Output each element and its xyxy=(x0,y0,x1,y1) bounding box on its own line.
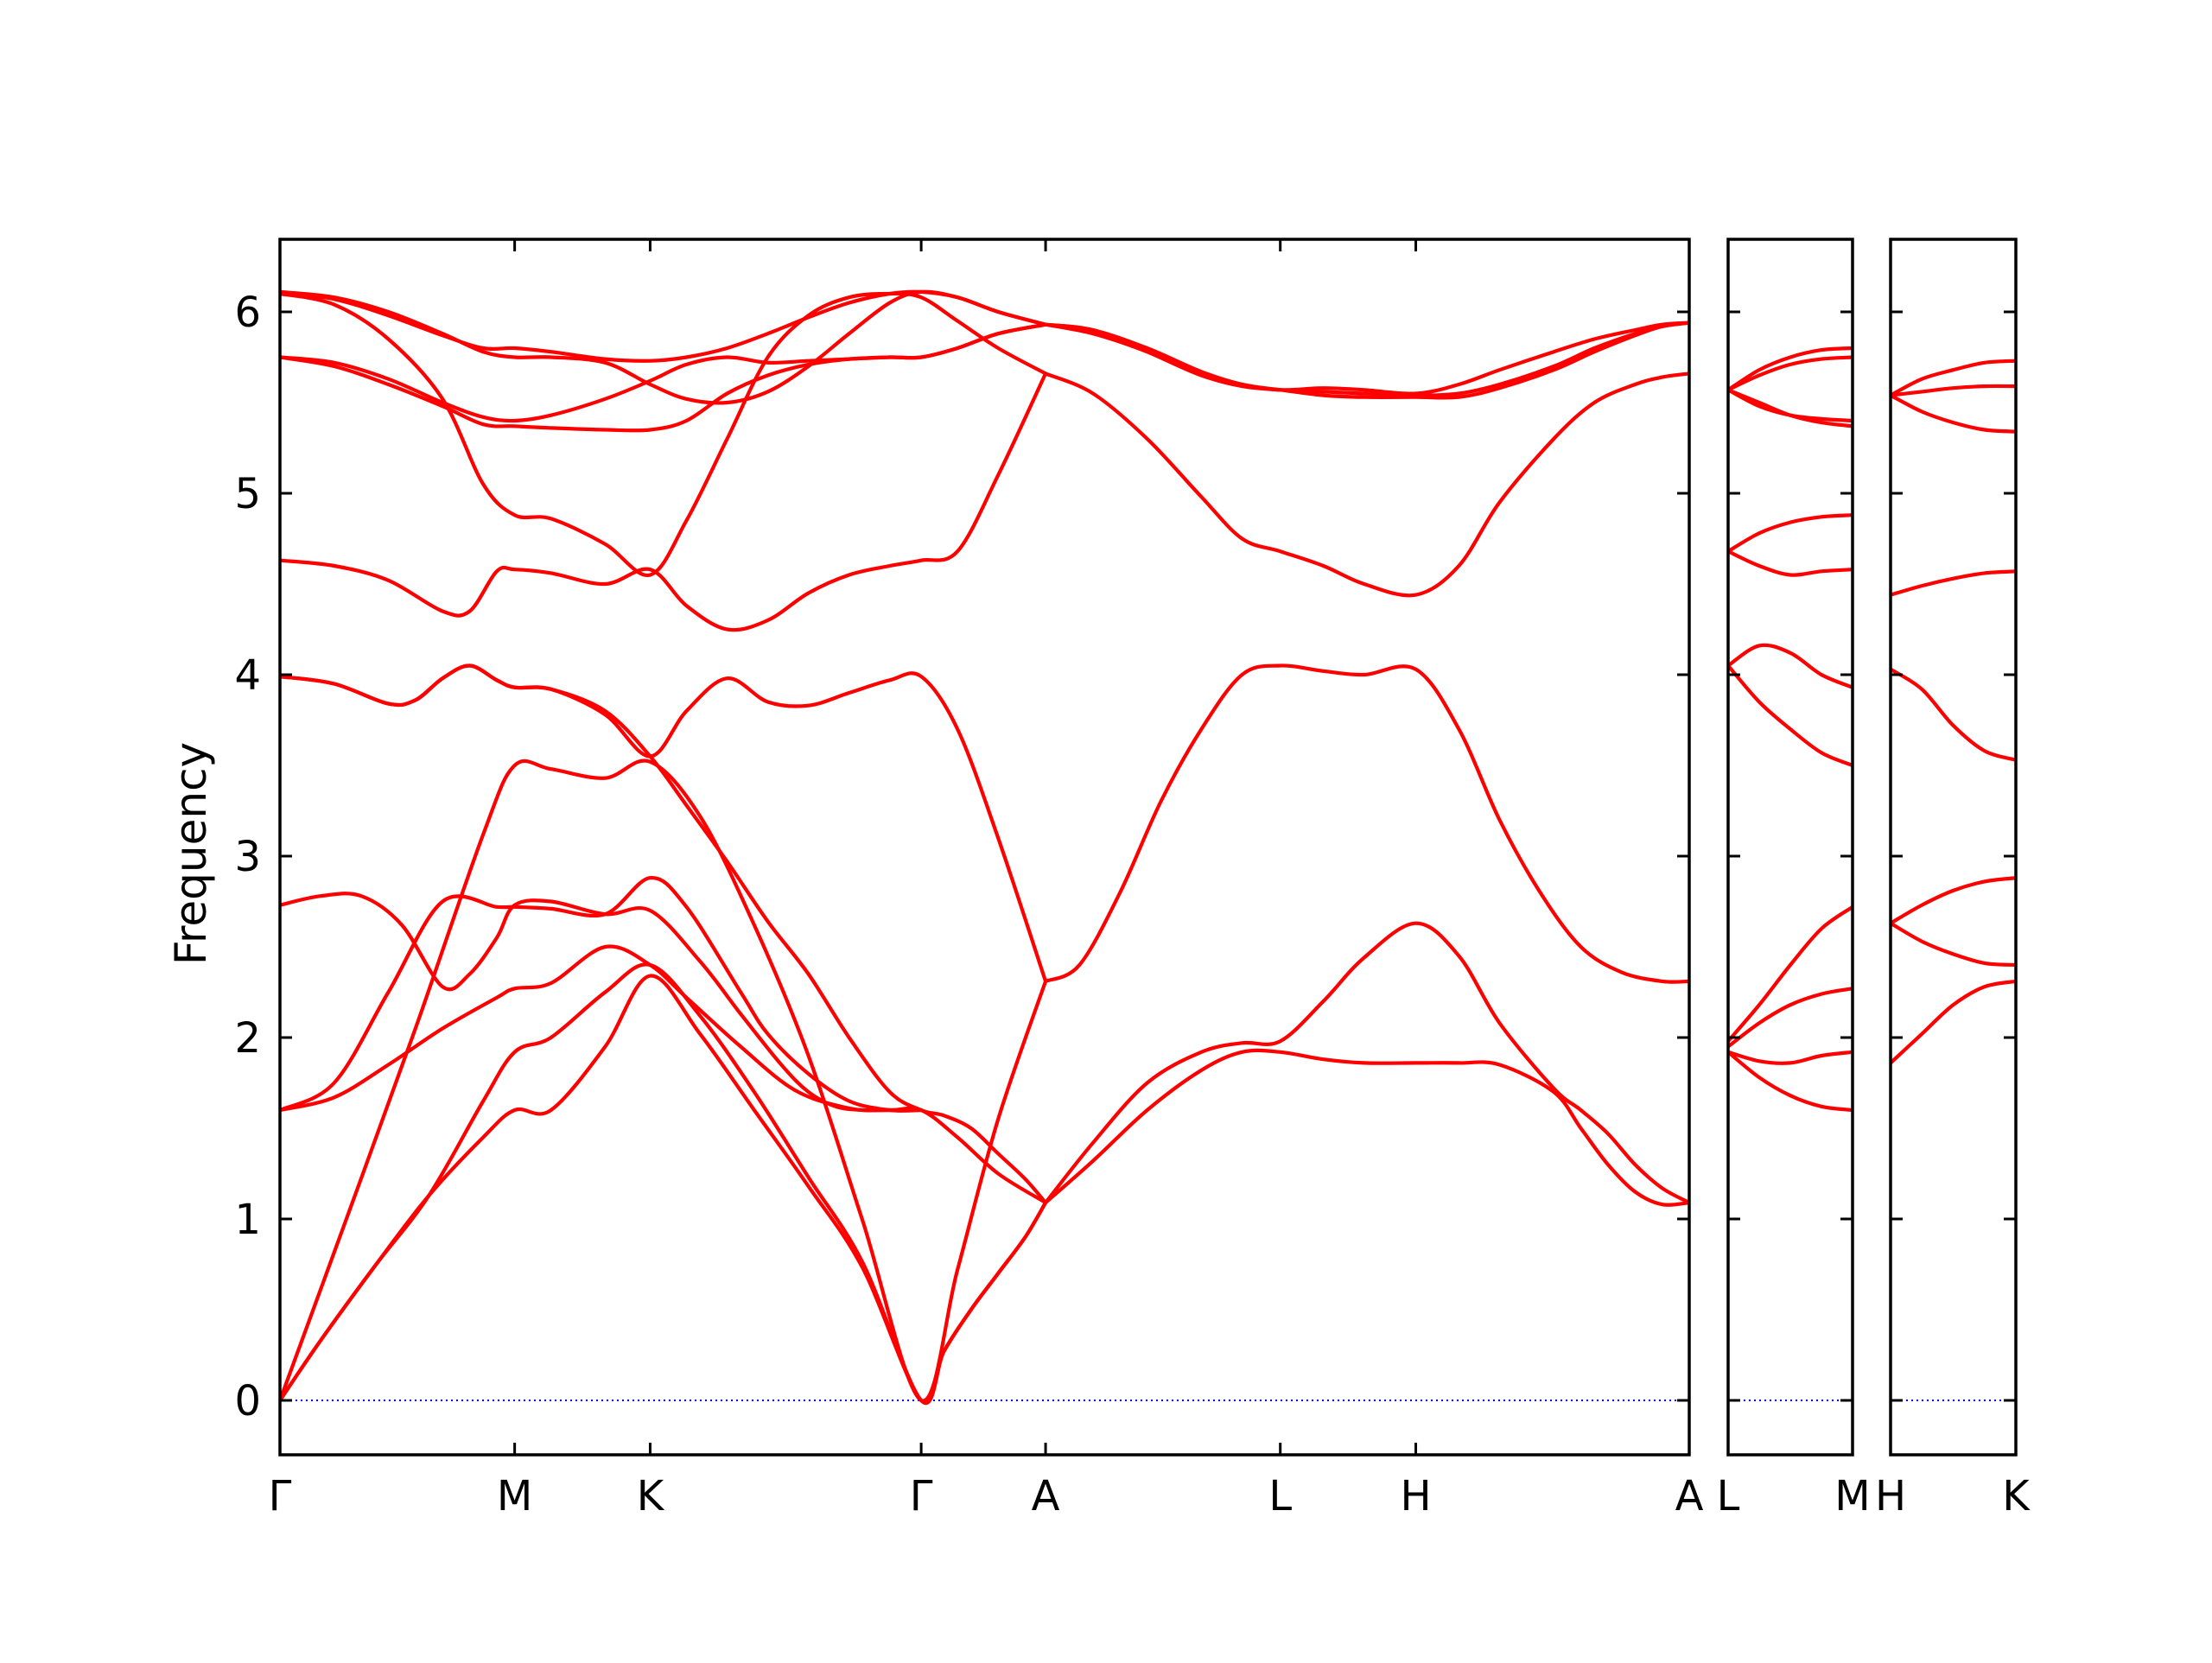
kpoint-label-L-M-0: L xyxy=(1717,1472,1740,1520)
y-tick-label-3: 3 xyxy=(234,833,261,881)
band-L-M-11 xyxy=(1728,355,1853,392)
band-H-K-5 xyxy=(1891,569,2016,597)
band-main-1 xyxy=(280,974,1048,1405)
y-axis-label: Frequency xyxy=(166,742,216,965)
y-tick-label-6: 6 xyxy=(234,289,261,337)
band-main-16 xyxy=(1043,1048,1689,1207)
band-H-K-8 xyxy=(1891,359,2016,397)
band-main-9 xyxy=(280,371,1048,632)
band-L-M-4 xyxy=(1728,904,1853,1044)
band-main-14 xyxy=(280,289,1048,363)
band-main-10 xyxy=(280,291,1048,577)
kpoint-label-main-7: A xyxy=(1675,1472,1704,1520)
band-L-M-5 xyxy=(1728,663,1853,768)
panel-H-K-bands xyxy=(1891,359,2016,1401)
band-H-K-2 xyxy=(1891,921,2016,968)
band-main-19 xyxy=(1043,321,1689,396)
kpoint-label-L-M-1: M xyxy=(1834,1472,1870,1520)
y-tick-label-4: 4 xyxy=(234,651,261,700)
y-tick-label-0: 0 xyxy=(234,1377,261,1425)
band-L-M-12 xyxy=(1728,346,1853,392)
band-L-M-8 xyxy=(1728,513,1853,554)
band-H-K-7 xyxy=(1891,384,2016,397)
panel-main-bands xyxy=(280,289,1689,1406)
kpoint-label-main-5: L xyxy=(1268,1472,1292,1520)
band-H-K-1 xyxy=(1891,979,2016,1065)
band-main-20 xyxy=(1043,321,1689,397)
kpoint-label-main-0: Γ xyxy=(269,1472,292,1520)
band-main-17 xyxy=(1043,663,1689,984)
band-L-M-3 xyxy=(1728,987,1853,1049)
y-tick-label-2: 2 xyxy=(234,1014,261,1063)
panel-L-M-bands xyxy=(1728,346,1853,1401)
band-main-2 xyxy=(280,962,1048,1406)
band-L-M-7 xyxy=(1728,549,1853,577)
kpoint-label-main-4: A xyxy=(1032,1472,1060,1520)
kpoint-label-H-K-0: H xyxy=(1875,1472,1906,1520)
band-L-M-6 xyxy=(1728,643,1853,689)
band-main-8 xyxy=(280,663,1048,983)
band-main-5 xyxy=(280,759,1048,1403)
band-H-K-4 xyxy=(1891,667,2016,762)
frames-layer xyxy=(278,238,2018,1457)
band-L-M-2 xyxy=(1728,1050,1853,1065)
band-main-15 xyxy=(1043,921,1689,1205)
panel-H-K-frame xyxy=(1889,238,2018,1457)
band-L-M-1 xyxy=(1728,1050,1853,1113)
kpoint-label-main-1: M xyxy=(497,1472,532,1520)
band-H-K-6 xyxy=(1891,393,2016,434)
bands-layer xyxy=(280,289,2016,1406)
band-main-3 xyxy=(280,944,1048,1205)
kpoint-label-main-3: Γ xyxy=(910,1472,933,1520)
band-main-6 xyxy=(280,892,924,1113)
band-main-12 xyxy=(280,322,1048,423)
band-main-21 xyxy=(1043,321,1689,400)
band-main-11 xyxy=(280,322,1048,433)
y-tick-label-1: 1 xyxy=(234,1196,261,1244)
band-H-K-3 xyxy=(1891,876,2016,925)
panel-L-M-frame xyxy=(1726,238,1854,1457)
band-L-M-10 xyxy=(1728,388,1853,423)
kpoint-label-main-2: K xyxy=(637,1472,665,1520)
y-tick-label-5: 5 xyxy=(234,470,261,518)
panel-main-frame xyxy=(278,238,1691,1457)
kpoint-label-H-K-1: K xyxy=(2002,1472,2031,1520)
band-main-18 xyxy=(1043,371,1689,598)
kpoint-label-main-6: H xyxy=(1400,1472,1431,1520)
